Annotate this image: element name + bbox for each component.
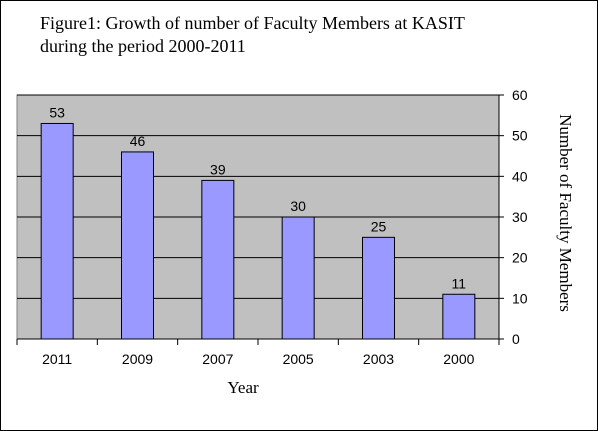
y-tick-labels: 0 10 20 30 40 50 60 bbox=[512, 87, 528, 347]
data-labels: 53 46 39 30 25 11 bbox=[49, 104, 466, 291]
y-tick-label-20: 20 bbox=[512, 250, 528, 266]
y-axis-title: Number of Faculty Members bbox=[556, 114, 575, 312]
bar-2003 bbox=[362, 236, 395, 340]
y-tick-label-50: 50 bbox=[512, 128, 528, 144]
bar-2000 bbox=[442, 293, 476, 340]
y-tick-label-10: 10 bbox=[512, 290, 528, 306]
chart-title-line-1: Figure1: Growth of number of Faculty Mem… bbox=[40, 13, 465, 33]
bars bbox=[40, 122, 476, 340]
x-tick-label-2005: 2005 bbox=[283, 351, 314, 367]
chart-title: Figure1: Growth of number of Faculty Mem… bbox=[40, 12, 540, 58]
data-label-2007: 39 bbox=[210, 161, 226, 177]
chart-title-line-2: during the period 2000-2011 bbox=[40, 36, 246, 56]
data-label-2005: 30 bbox=[290, 198, 306, 214]
x-tick-label-2007: 2007 bbox=[202, 351, 233, 367]
y-tick-label-60: 60 bbox=[512, 87, 528, 103]
data-label-2011: 53 bbox=[49, 104, 65, 120]
x-tick-label-2009: 2009 bbox=[122, 351, 153, 367]
data-label-2003: 25 bbox=[371, 218, 387, 234]
bar-2009 bbox=[121, 151, 154, 340]
x-tick-labels: 2011 2009 2007 2005 2003 2000 bbox=[42, 351, 475, 367]
x-tick-label-2003: 2003 bbox=[363, 351, 394, 367]
bar-2005 bbox=[281, 216, 315, 340]
y-tick-label-40: 40 bbox=[512, 168, 528, 184]
axes bbox=[16, 94, 504, 345]
x-axis-title: Year bbox=[227, 378, 259, 397]
gridlines bbox=[17, 94, 499, 299]
x-tick-label-2011: 2011 bbox=[42, 351, 72, 367]
y-tick-label-0: 0 bbox=[512, 331, 520, 347]
y-tick-label-30: 30 bbox=[512, 209, 528, 225]
x-tick-label-2000: 2000 bbox=[443, 351, 474, 367]
bar-2007 bbox=[201, 179, 235, 340]
data-label-2009: 46 bbox=[130, 133, 146, 149]
bar-2011 bbox=[40, 122, 74, 340]
data-label-2000: 11 bbox=[452, 275, 467, 291]
